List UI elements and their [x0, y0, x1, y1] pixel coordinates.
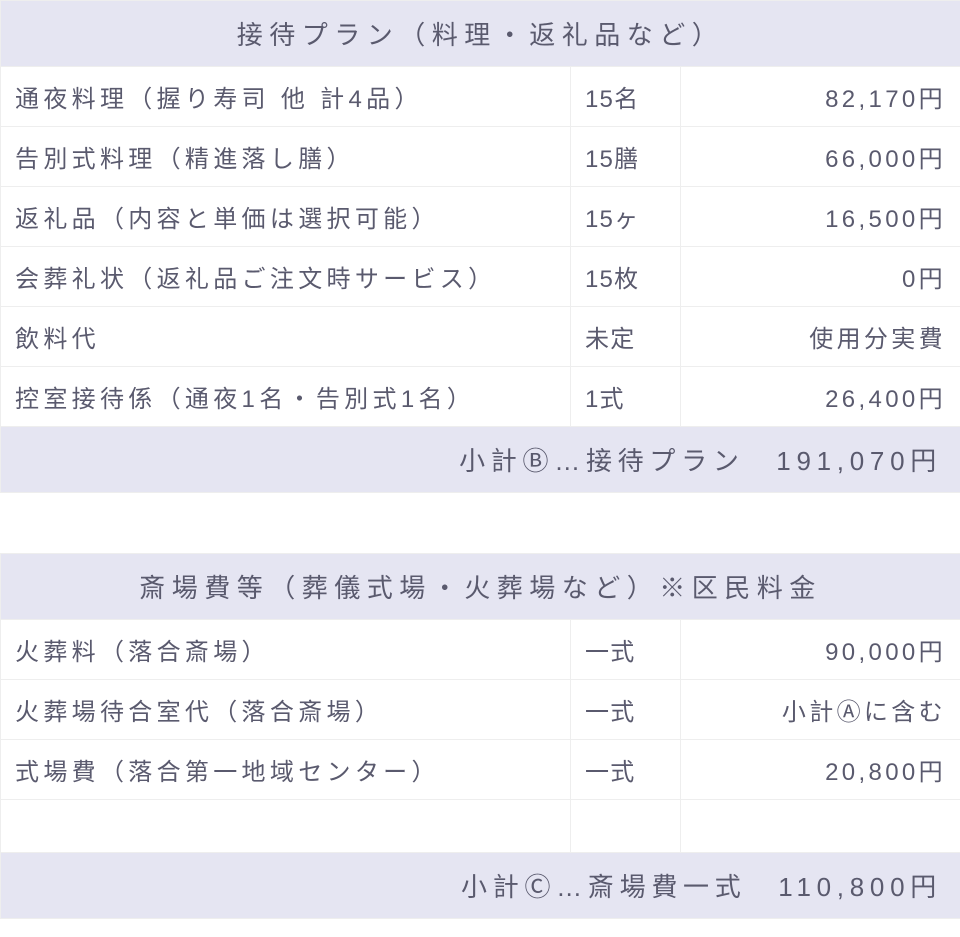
item-name: 通夜料理（握り寿司 他 計4品）	[1, 67, 571, 127]
item-price: 使用分実費	[681, 307, 960, 367]
table-row: 返礼品（内容と単価は選択可能）15ヶ16,500円	[1, 187, 960, 247]
item-price: 26,400円	[681, 367, 960, 427]
item-qty: 一式	[571, 680, 681, 740]
table-venue: 斎場費等（葬儀式場・火葬場など）※区民料金 火葬料（落合斎場）一式90,000円…	[0, 553, 960, 919]
item-name: 会葬礼状（返礼品ご注文時サービス）	[1, 247, 571, 307]
item-qty	[571, 800, 681, 853]
table-row: 火葬料（落合斎場）一式90,000円	[1, 620, 960, 680]
table2-subtotal: 小計Ⓒ…斎場費一式 110,800円	[1, 853, 960, 919]
item-name: 告別式料理（精進落し膳）	[1, 127, 571, 187]
table-row: 控室接待係（通夜1名・告別式1名）1式26,400円	[1, 367, 960, 427]
spacer	[0, 493, 960, 553]
item-price: 90,000円	[681, 620, 960, 680]
table-row: 飲料代未定使用分実費	[1, 307, 960, 367]
table1-header: 接待プラン（料理・返礼品など）	[1, 1, 960, 67]
item-name: 返礼品（内容と単価は選択可能）	[1, 187, 571, 247]
table-hospitality: 接待プラン（料理・返礼品など） 通夜料理（握り寿司 他 計4品）15名82,17…	[0, 0, 960, 493]
item-name	[1, 800, 571, 853]
item-qty: 1式	[571, 367, 681, 427]
table-row: 式場費（落合第一地域センター）一式20,800円	[1, 740, 960, 800]
table-row: 会葬礼状（返礼品ご注文時サービス）15枚0円	[1, 247, 960, 307]
table-row	[1, 800, 960, 853]
item-price: 小計Ⓐに含む	[681, 680, 960, 740]
item-price: 20,800円	[681, 740, 960, 800]
item-price	[681, 800, 960, 853]
item-price: 66,000円	[681, 127, 960, 187]
table1-subtotal: 小計Ⓑ…接待プラン 191,070円	[1, 427, 960, 493]
table2-body: 火葬料（落合斎場）一式90,000円火葬場待合室代（落合斎場）一式小計Ⓐに含む式…	[1, 620, 960, 853]
item-qty: 一式	[571, 740, 681, 800]
item-name: 火葬料（落合斎場）	[1, 620, 571, 680]
item-qty: 一式	[571, 620, 681, 680]
table1-body: 通夜料理（握り寿司 他 計4品）15名82,170円告別式料理（精進落し膳）15…	[1, 67, 960, 427]
item-qty: 15膳	[571, 127, 681, 187]
table2-header: 斎場費等（葬儀式場・火葬場など）※区民料金	[1, 554, 960, 620]
item-price: 82,170円	[681, 67, 960, 127]
table-row: 告別式料理（精進落し膳）15膳66,000円	[1, 127, 960, 187]
item-name: 火葬場待合室代（落合斎場）	[1, 680, 571, 740]
table-row: 火葬場待合室代（落合斎場）一式小計Ⓐに含む	[1, 680, 960, 740]
item-name: 控室接待係（通夜1名・告別式1名）	[1, 367, 571, 427]
item-price: 16,500円	[681, 187, 960, 247]
item-qty: 15枚	[571, 247, 681, 307]
item-qty: 15名	[571, 67, 681, 127]
item-qty: 未定	[571, 307, 681, 367]
item-name: 飲料代	[1, 307, 571, 367]
item-name: 式場費（落合第一地域センター）	[1, 740, 571, 800]
table-row: 通夜料理（握り寿司 他 計4品）15名82,170円	[1, 67, 960, 127]
item-price: 0円	[681, 247, 960, 307]
item-qty: 15ヶ	[571, 187, 681, 247]
